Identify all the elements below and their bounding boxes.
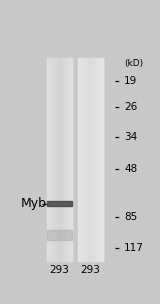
Bar: [68, 57, 69, 261]
Bar: [80, 57, 81, 261]
Bar: [53, 57, 54, 261]
Bar: [78, 57, 79, 261]
Bar: [84, 57, 85, 261]
Bar: [62, 57, 63, 261]
Bar: [89, 57, 90, 261]
Bar: [99, 57, 100, 261]
Bar: [94, 57, 95, 261]
Text: 293: 293: [80, 265, 100, 275]
Text: (kD): (kD): [124, 59, 143, 68]
Bar: [97, 57, 98, 261]
Text: 26: 26: [124, 102, 137, 112]
Bar: [62, 57, 63, 261]
Bar: [50, 57, 51, 261]
Bar: [49, 57, 50, 261]
Text: 293: 293: [49, 265, 69, 275]
Bar: [67, 57, 68, 261]
Bar: [54, 57, 55, 261]
Bar: [95, 57, 96, 261]
Bar: [85, 57, 86, 261]
Bar: [56, 57, 57, 261]
Bar: [92, 57, 93, 261]
Bar: [80, 57, 81, 261]
Text: 34: 34: [124, 132, 137, 142]
Bar: [61, 57, 62, 261]
Bar: [52, 57, 53, 261]
Bar: [59, 57, 60, 261]
Bar: [67, 57, 68, 261]
Bar: [50, 57, 51, 261]
Bar: [98, 57, 99, 261]
Bar: [69, 57, 70, 261]
Bar: [58, 57, 59, 261]
Bar: [63, 57, 64, 261]
Bar: [51, 57, 52, 261]
Bar: [53, 57, 54, 261]
Bar: [86, 57, 87, 261]
Bar: [65, 57, 66, 261]
Bar: [58, 57, 59, 261]
Bar: [70, 57, 71, 261]
Bar: [47, 230, 72, 240]
Bar: [54, 57, 55, 261]
Bar: [98, 57, 99, 261]
Bar: [91, 57, 92, 261]
Bar: [96, 57, 97, 261]
Bar: [100, 57, 101, 261]
Text: 48: 48: [124, 164, 137, 174]
Bar: [90, 57, 91, 261]
Bar: [99, 57, 100, 261]
Bar: [52, 57, 53, 261]
Bar: [55, 57, 56, 261]
Text: 19: 19: [124, 76, 137, 86]
Bar: [47, 57, 48, 261]
Bar: [84, 57, 85, 261]
Text: Myb: Myb: [21, 197, 47, 210]
Text: 117: 117: [124, 243, 144, 253]
Bar: [64, 57, 65, 261]
Bar: [102, 57, 103, 261]
Bar: [88, 57, 89, 261]
Bar: [47, 201, 72, 206]
Bar: [49, 57, 50, 261]
Bar: [101, 57, 102, 261]
Bar: [83, 57, 84, 261]
Bar: [55, 57, 56, 261]
Bar: [90, 57, 91, 261]
Bar: [66, 57, 67, 261]
Bar: [97, 57, 98, 261]
Bar: [63, 57, 64, 261]
Bar: [48, 57, 49, 261]
Bar: [48, 57, 49, 261]
Bar: [95, 57, 96, 261]
Bar: [59, 57, 60, 261]
Bar: [93, 57, 94, 261]
Bar: [57, 57, 58, 261]
Bar: [57, 57, 58, 261]
Bar: [79, 57, 80, 261]
Bar: [88, 57, 89, 261]
Bar: [60, 57, 61, 261]
Bar: [82, 57, 83, 261]
Bar: [81, 57, 82, 261]
Bar: [87, 57, 88, 261]
Bar: [71, 57, 72, 261]
Bar: [92, 57, 93, 261]
Bar: [85, 57, 86, 261]
Bar: [93, 57, 94, 261]
Bar: [89, 57, 90, 261]
Text: 85: 85: [124, 212, 137, 222]
Bar: [102, 57, 103, 261]
Bar: [94, 57, 95, 261]
